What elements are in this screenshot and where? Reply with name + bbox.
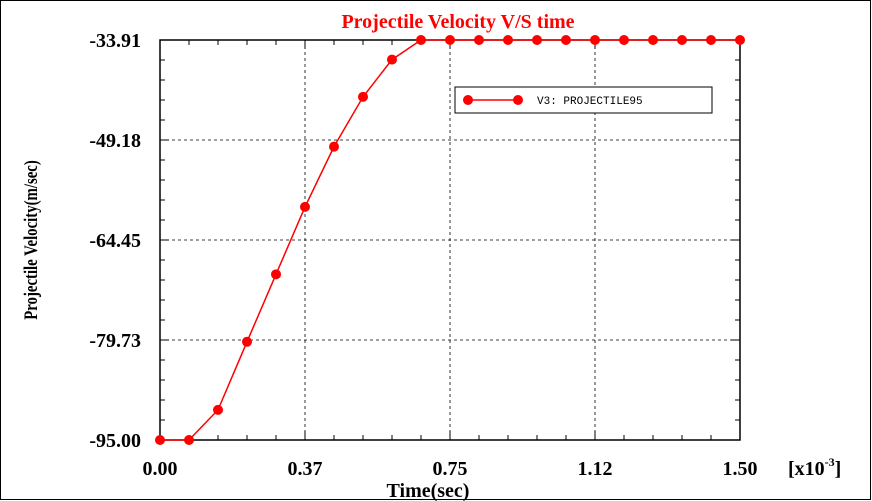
series-layer xyxy=(155,35,745,445)
legend-marker xyxy=(513,95,523,105)
y-tick-label: -95.00 xyxy=(89,430,141,452)
y-tick-label: -79.73 xyxy=(89,330,141,352)
x-tick-labels: 0.00 0.37 0.75 1.12 1.50 xyxy=(143,458,758,480)
legend-label: V3: PROJECTILE95 xyxy=(537,96,643,108)
data-point xyxy=(213,404,223,415)
data-point xyxy=(300,201,310,212)
data-point xyxy=(358,91,368,102)
data-point xyxy=(677,35,687,45)
data-point xyxy=(532,35,542,45)
data-point xyxy=(155,435,165,445)
data-point xyxy=(503,35,513,45)
x-tick-label: 0.75 xyxy=(433,458,468,480)
data-point xyxy=(648,35,658,45)
data-point xyxy=(619,35,629,45)
y-tick-label: -64.45 xyxy=(89,230,141,252)
y-tick-labels: -95.00 -79.73 -64.45 -49.18 -33.91 xyxy=(89,30,141,452)
x-tick-label: 1.12 xyxy=(578,458,613,480)
y-axis-label: Projectile Velocity(m/sec) xyxy=(20,160,41,320)
data-point xyxy=(706,35,716,45)
y-tick-label: -49.18 xyxy=(89,130,141,152)
data-point xyxy=(184,435,194,445)
legend-marker xyxy=(463,95,473,105)
data-point xyxy=(735,35,745,45)
x-tick-label: 1.50 xyxy=(723,458,758,480)
chart-title: Projectile Velocity V/S time xyxy=(341,11,574,33)
data-point xyxy=(445,35,455,45)
legend: V3: PROJECTILE95 xyxy=(454,86,713,114)
data-point xyxy=(561,35,571,45)
y-tick-label: -33.91 xyxy=(89,30,141,52)
data-point xyxy=(416,35,426,45)
data-point xyxy=(590,35,600,45)
x-tick-label: 0.00 xyxy=(143,458,178,480)
x-axis-multiplier: [x10-3] xyxy=(788,455,841,480)
data-point xyxy=(474,35,484,45)
x-tick-label: 0.37 xyxy=(288,458,323,480)
data-point xyxy=(271,269,281,280)
x-axis-label: Time(sec) xyxy=(387,480,470,501)
data-point xyxy=(329,141,339,152)
data-point xyxy=(387,54,397,65)
data-point xyxy=(242,336,252,347)
